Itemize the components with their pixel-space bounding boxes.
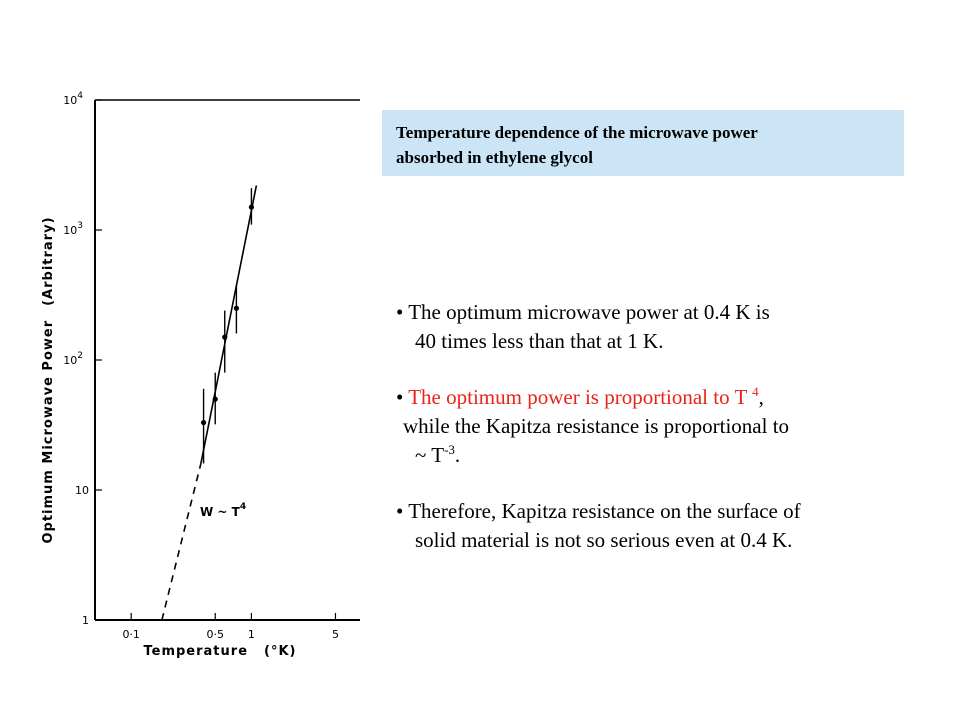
fit-line-solid xyxy=(200,185,258,464)
ticks: 0·1 0·5 1 5 1 10 102 103 104 xyxy=(63,91,339,641)
bullet-mark: • xyxy=(396,499,404,523)
bullet-2-line-2: while the Kapitza resistance is proporti… xyxy=(403,414,790,438)
x-axis-label: Temperature (°K) xyxy=(144,644,297,659)
y-tick-label: 1 xyxy=(82,614,89,627)
bullet-1-line-2: 40 times less than that at 1 K. xyxy=(415,329,664,353)
x-tick-label: 0·1 xyxy=(122,628,140,641)
y-tick-label: 103 xyxy=(63,221,83,237)
caption-line-1: Temperature dependence of the microwave … xyxy=(396,123,758,142)
x-tick-label: 0·5 xyxy=(206,628,224,641)
caption-box: Temperature dependence of the microwave … xyxy=(382,110,904,176)
y-tick-label: 10 xyxy=(75,484,89,497)
axes xyxy=(94,99,360,621)
data-point xyxy=(212,396,218,402)
bullet-1-line-1: The optimum microwave power at 0.4 K is xyxy=(408,300,770,324)
fit-annotation: W ~ T4 xyxy=(200,502,246,519)
bullet-2-line-1: The optimum power is proportional to T 4 xyxy=(408,384,759,409)
y-tick-label: 102 xyxy=(63,351,83,367)
bullet-2-line-3: ~ T-3. xyxy=(415,442,461,467)
y-axis-label: Optimum Microwave Power(Arbitrary) xyxy=(41,216,56,543)
bullet-mark: • xyxy=(396,385,404,409)
y-tick-label: 104 xyxy=(63,91,83,107)
bullet-3: • Therefore, Kapitza resistance on the s… xyxy=(396,497,801,555)
bullet-2: • The optimum power is proportional to T… xyxy=(396,383,789,470)
data-point xyxy=(222,334,228,340)
fit-line-dashed xyxy=(161,463,202,621)
x-tick-label: 1 xyxy=(248,628,255,641)
chart-marks xyxy=(161,185,258,621)
caption-line-2: absorbed in ethylene glycol xyxy=(396,148,593,167)
bullet-1: • The optimum microwave power at 0.4 K i… xyxy=(396,298,770,356)
bullet-mark: • xyxy=(396,300,404,324)
data-point xyxy=(248,204,255,210)
bullet-3-line-1: Therefore, Kapitza resistance on the sur… xyxy=(408,499,801,523)
bullet-3-line-2: solid material is not so serious even at… xyxy=(415,528,793,552)
data-point xyxy=(200,419,207,426)
power-vs-temperature-plot: 0·1 0·5 1 5 1 10 102 103 104 Optimum Microwave P… xyxy=(41,91,360,659)
data-point xyxy=(233,305,240,311)
x-tick-label: 5 xyxy=(332,628,339,641)
